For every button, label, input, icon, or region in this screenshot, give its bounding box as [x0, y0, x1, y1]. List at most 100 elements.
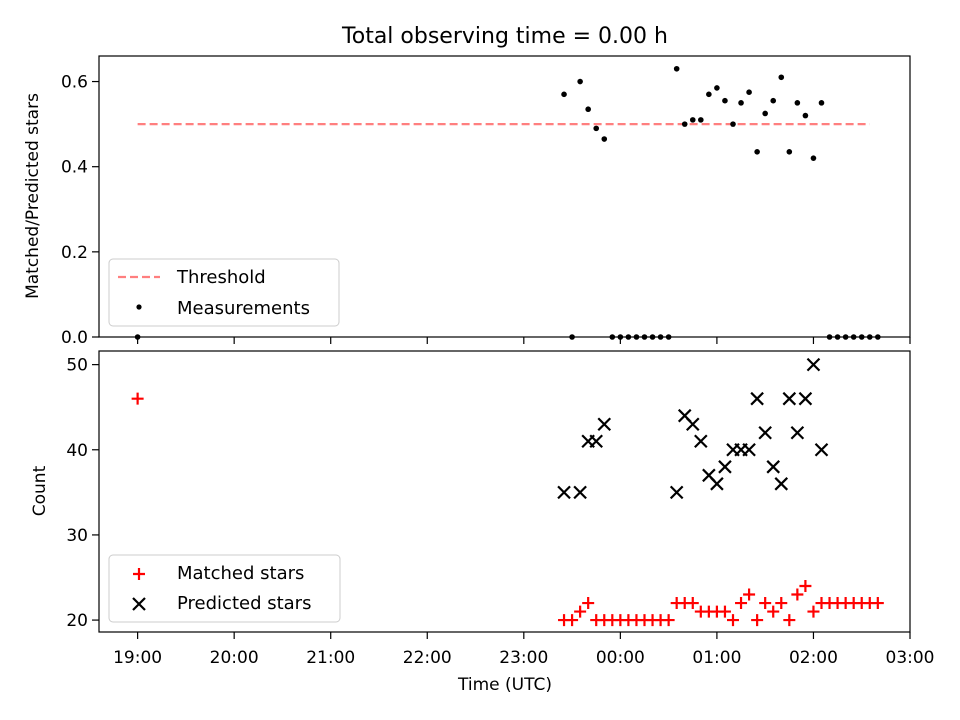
- measurement-point: [673, 65, 680, 72]
- matched-star-marker: [807, 605, 820, 618]
- y-tick-label: 0.2: [61, 243, 88, 263]
- matched-star-marker: [791, 588, 804, 601]
- predicted-star-marker: [806, 357, 821, 372]
- measurement-point: [786, 148, 793, 155]
- predicted-star-marker: [573, 485, 587, 500]
- predicted-star-marker: [589, 434, 603, 449]
- predicted-star-marker: [814, 442, 829, 457]
- top-legend-box: [108, 258, 340, 327]
- y-tick-label: 40: [66, 441, 88, 461]
- measurement-point: [762, 110, 768, 117]
- measurement-point: [810, 155, 817, 161]
- predicted-star-marker: [685, 417, 700, 432]
- measurement-point: [802, 112, 809, 119]
- measurement-point: [794, 100, 801, 106]
- measurement-point: [689, 117, 696, 123]
- matched-star-marker: [574, 605, 587, 618]
- matched-star-marker: [735, 597, 748, 610]
- bottom-legend-box: [108, 554, 341, 623]
- y-tick-label: 0.6: [61, 73, 88, 93]
- predicted-star-marker: [742, 442, 756, 457]
- top-y-axis-label: Matched/Predicted stars: [23, 93, 43, 299]
- x-tick-label: 01:00: [692, 648, 741, 668]
- bottom-legend: Matched stars Predicted stars: [108, 554, 341, 623]
- matched-star-marker: [767, 605, 780, 618]
- matched-star-marker: [662, 614, 675, 627]
- bottom-plot-marks: [131, 357, 884, 627]
- predicted-star-marker: [758, 425, 772, 440]
- predicted-star-marker: [694, 434, 708, 449]
- matched-star-marker: [718, 605, 731, 618]
- bottom-y-ticks: 20 30 40 50: [66, 356, 99, 631]
- x-tick-label: 03:00: [886, 648, 935, 668]
- x-tick-label: 02:00: [789, 648, 838, 668]
- matched-star-marker: [799, 580, 812, 593]
- measurement-point: [698, 117, 704, 123]
- bottom-panel: 20 30 40 50 19:00 20:00 21:00 22:00 23:00 00:00 0…: [30, 350, 935, 695]
- legend-label-measurements: Measurements: [177, 298, 310, 319]
- predicted-star-marker: [766, 460, 781, 474]
- measurement-point: [754, 148, 760, 155]
- measurement-point: [706, 91, 712, 98]
- predicted-star-marker: [774, 477, 789, 491]
- x-tick-label: 00:00: [596, 648, 645, 668]
- x-axis-label: Time (UTC): [457, 675, 552, 695]
- matched-star-marker: [743, 588, 756, 601]
- measurement-point: [746, 89, 752, 95]
- bottom-x-ticks: 19:00 20:00 21:00 22:00 23:00 00:00 01:00 02:00…: [113, 632, 935, 668]
- measurement-point: [585, 106, 591, 113]
- measurement-point: [593, 125, 600, 132]
- predicted-star-marker: [669, 485, 684, 500]
- predicted-star-marker: [790, 425, 805, 440]
- predicted-star-marker: [782, 391, 797, 406]
- x-tick-label: 20:00: [210, 648, 259, 668]
- measurement-point: [681, 121, 688, 127]
- x-tick-label: 21:00: [306, 648, 355, 668]
- matched-star-marker: [871, 597, 884, 610]
- top-y-ticks: 0.0 0.2 0.4 0.6: [61, 73, 99, 348]
- x-tick-label: 22:00: [403, 648, 452, 668]
- matched-legend-swatch: [133, 568, 145, 580]
- measurement-point: [818, 100, 825, 106]
- y-tick-label: 20: [66, 611, 88, 631]
- top-x-ticks: [137, 337, 911, 344]
- matched-star-marker: [759, 597, 772, 610]
- measurement-point: [770, 97, 777, 104]
- top-legend: Threshold Measurements: [108, 258, 340, 327]
- predicted-star-marker: [597, 417, 612, 432]
- predicted-legend-swatch: [132, 597, 146, 611]
- measurement-point: [778, 74, 785, 81]
- predicted-star-marker: [710, 477, 724, 491]
- y-tick-label: 50: [66, 356, 88, 376]
- measurement-point: [561, 91, 567, 98]
- top-panel: 0.0 0.2 0.4 0.6 Matched/Predicted stars Thr…: [23, 55, 911, 348]
- matched-star-marker: [582, 597, 595, 610]
- chart-title: Total observing time = 0.00 h: [341, 24, 668, 49]
- matched-star-marker: [686, 597, 699, 610]
- legend-label-threshold: Threshold: [176, 267, 266, 288]
- predicted-star-marker: [798, 391, 813, 406]
- matched-star-marker: [783, 614, 796, 627]
- measurement-point: [714, 85, 720, 91]
- predicted-star-marker: [750, 391, 764, 406]
- x-tick-label: 23:00: [499, 648, 548, 668]
- measurement-point: [722, 97, 728, 104]
- matched-star-marker: [566, 614, 579, 627]
- legend-label-matched: Matched stars: [177, 563, 304, 584]
- y-tick-label: 30: [66, 526, 88, 546]
- y-tick-label: 0.0: [61, 328, 88, 348]
- matched-star-marker: [751, 614, 764, 627]
- measurement-point: [577, 78, 583, 85]
- measurement-point: [601, 136, 608, 142]
- bottom-axes-frame: [98, 350, 911, 633]
- predicted-star-marker: [557, 485, 571, 500]
- matched-star-marker: [775, 597, 788, 610]
- y-tick-label: 0.4: [61, 158, 88, 178]
- matched-star-marker: [131, 392, 144, 405]
- measurement-point: [730, 121, 736, 127]
- predicted-star-marker: [718, 460, 732, 474]
- legend-label-predicted: Predicted stars: [177, 593, 311, 614]
- bottom-y-axis-label: Count: [30, 465, 50, 516]
- x-tick-label: 19:00: [113, 648, 162, 668]
- measurements-legend-swatch: [136, 304, 142, 310]
